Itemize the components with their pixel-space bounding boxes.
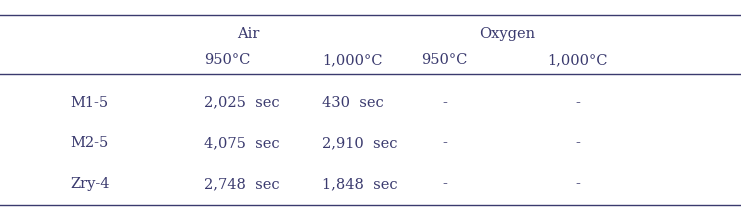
Text: 1,000°C: 1,000°C	[548, 53, 608, 67]
Text: -: -	[576, 96, 580, 110]
Text: -: -	[576, 136, 580, 150]
Text: 1,000°C: 1,000°C	[322, 53, 383, 67]
Text: Oxygen: Oxygen	[479, 27, 536, 41]
Text: -: -	[442, 177, 447, 191]
Text: M1-5: M1-5	[70, 96, 108, 110]
Text: 950°C: 950°C	[204, 53, 250, 67]
Text: -: -	[442, 136, 447, 150]
Text: 2,025  sec: 2,025 sec	[204, 96, 279, 110]
Text: M2-5: M2-5	[70, 136, 109, 150]
Text: 950°C: 950°C	[422, 53, 468, 67]
Text: 430  sec: 430 sec	[322, 96, 384, 110]
Text: Air: Air	[237, 27, 259, 41]
Text: 2,748  sec: 2,748 sec	[204, 177, 279, 191]
Text: 2,910  sec: 2,910 sec	[322, 136, 398, 150]
Text: 4,075  sec: 4,075 sec	[204, 136, 279, 150]
Text: -: -	[576, 177, 580, 191]
Text: -: -	[442, 96, 447, 110]
Text: 1,848  sec: 1,848 sec	[322, 177, 398, 191]
Text: Zry-4: Zry-4	[70, 177, 110, 191]
